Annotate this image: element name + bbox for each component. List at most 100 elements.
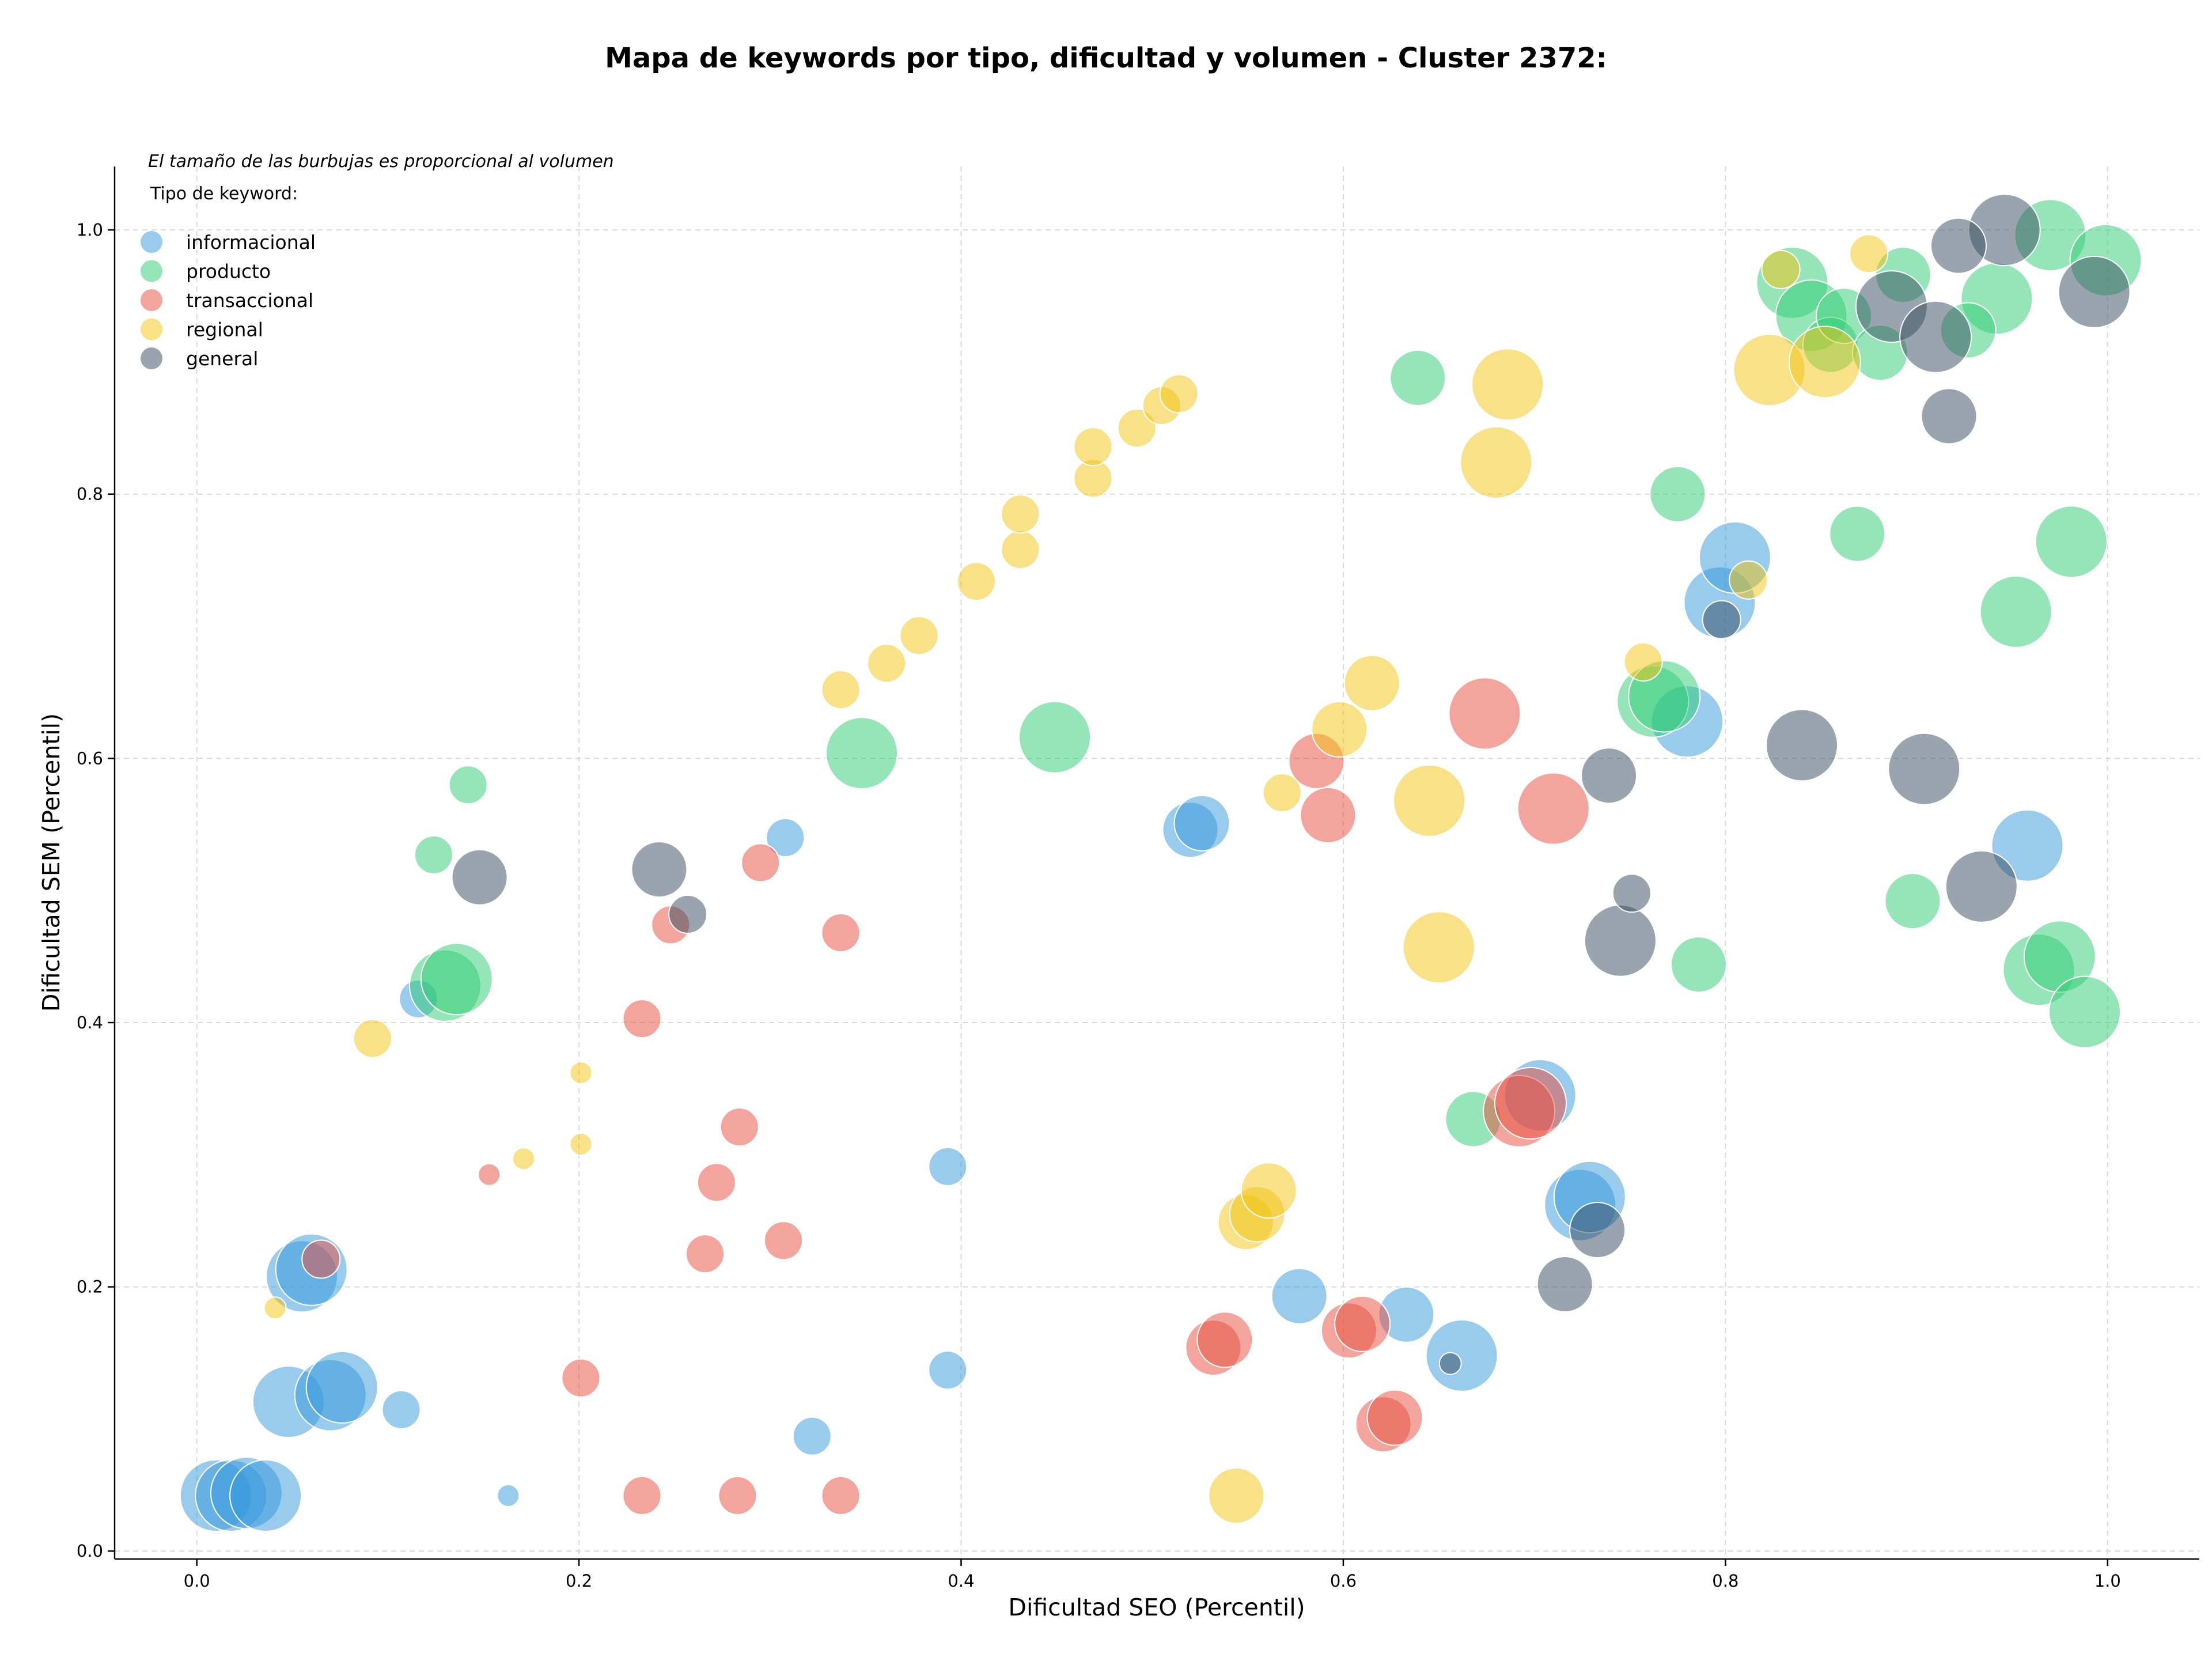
bubble-regional [1402,911,1475,984]
bubble-producto [825,717,898,790]
bubble-informacional [229,1459,302,1532]
bubble-regional [1311,701,1368,758]
bubble-transaccional [1300,786,1357,843]
bubble-producto [1389,349,1446,406]
bubble-general [1581,747,1637,804]
bubble-general [1438,1352,1462,1375]
chart-title: Mapa de keywords por tipo, dificultad y … [605,42,1607,74]
legend-bubble-note: El tamaño de las burbujas es proporciona… [148,152,614,172]
series-general [451,194,2131,1375]
bubble-general [1569,1202,1626,1258]
bubble-regional [263,1296,287,1320]
legend: El tamaño de las burbujas es proporciona… [141,152,614,370]
legend-marker [141,231,162,253]
x-tick-label: 0.8 [1712,1571,1738,1591]
y-axis-ticks: 0.0 0.2 0.4 0.6 0.8 1.0 [77,220,115,1561]
bubble-informacional [928,1147,968,1186]
bubble-transaccional [1334,1295,1391,1352]
bubble-transaccional [1366,1389,1423,1446]
bubble-general [1584,904,1657,977]
x-tick-label: 1.0 [2094,1571,2121,1591]
legend-label: producto [186,260,271,283]
bubble-general [1536,1256,1593,1312]
legend-marker [141,318,162,340]
bubble-general [1899,300,1972,373]
bubble-informacional [928,1350,968,1390]
bubble-informacional [305,1350,378,1424]
legend-label: informacional [186,231,316,253]
bubble-general [451,849,508,906]
bubble-transaccional [696,1163,736,1202]
legend-label: regional [186,319,263,341]
bubble-regional [1729,560,1768,600]
bubble-regional [1208,1467,1265,1524]
bubble-informacional [1271,1267,1328,1325]
x-tick-label: 0.6 [1330,1571,1357,1591]
bubble-producto [2035,505,2108,578]
bubble-regional [1623,642,1663,682]
x-axis-label: Dificultad SEO (Percentil) [1008,1594,1305,1621]
y-tick-label: 0.6 [77,748,103,768]
x-tick-label: 0.4 [948,1571,974,1591]
bubble-transaccional [478,1163,501,1186]
y-tick-label: 0.4 [77,1013,103,1032]
bubble-transaccional [821,1475,861,1515]
bubble-informacional [1425,1319,1498,1392]
legend-item-informacional: informacional [141,231,316,253]
bubble-regional [1343,654,1400,712]
bubble-general [1921,388,1978,445]
bubble-general [1945,850,2018,923]
bubble-informacional [1991,809,2064,882]
y-tick-label: 0.2 [77,1277,103,1297]
bubble-transaccional [301,1239,341,1279]
bubble-transaccional [764,1221,803,1261]
bubble-transaccional [1517,772,1590,845]
bubble-regional [1849,234,1889,274]
bubble-transaccional [685,1234,725,1274]
series-producto [408,199,2142,1148]
series-transaccional [301,677,1590,1515]
legend-item-transaccional: transaccional [141,289,313,312]
bubble-transaccional [622,1475,662,1515]
legend-marker [141,260,162,282]
bubbles-layer [179,194,2142,1532]
bubble-general [668,894,708,934]
y-tick-label: 1.0 [77,220,103,240]
bubble-transaccional [622,999,662,1039]
y-axis-label: Dificultad SEM (Percentil) [37,713,65,1012]
bubble-general [631,841,688,898]
bubble-producto [1018,701,1091,774]
bubble-regional [1761,249,1801,289]
bubble-producto [1649,466,1706,523]
grid-lines [115,167,2199,1559]
bubble-informacional [381,1390,421,1429]
bubble-transaccional [719,1107,759,1147]
bubble-regional [1262,773,1302,812]
bubble-regional [1788,326,1861,399]
bubble-transaccional [1448,677,1521,750]
legend-marker [141,347,162,369]
bubble-producto [1829,505,1886,562]
bubble-regional [353,1019,392,1058]
bubble-regional [1073,427,1113,467]
bubble-regional [1159,374,1199,414]
bubble-regional [1001,530,1040,569]
legend-items: informacional producto transaccional region… [141,231,316,370]
bubble-transaccional [561,1358,601,1398]
bubble-regional [512,1147,535,1171]
legend-label: transaccional [186,289,313,312]
x-axis-ticks: 0.0 0.2 0.4 0.6 0.8 1.0 [184,1559,2121,1591]
y-tick-label: 0.0 [77,1541,103,1561]
bubble-regional [1471,348,1544,421]
bubble-producto [414,835,453,875]
legend-title: Tipo de keyword: [150,184,298,204]
bubble-regional [821,670,861,710]
bubble-general [1702,600,1741,640]
legend-marker [141,289,162,311]
bubble-producto [420,943,493,1016]
x-tick-label: 0.2 [566,1571,592,1591]
bubble-regional [1240,1162,1297,1219]
bubble-informacional [766,818,805,857]
bubble-regional [569,1132,593,1156]
